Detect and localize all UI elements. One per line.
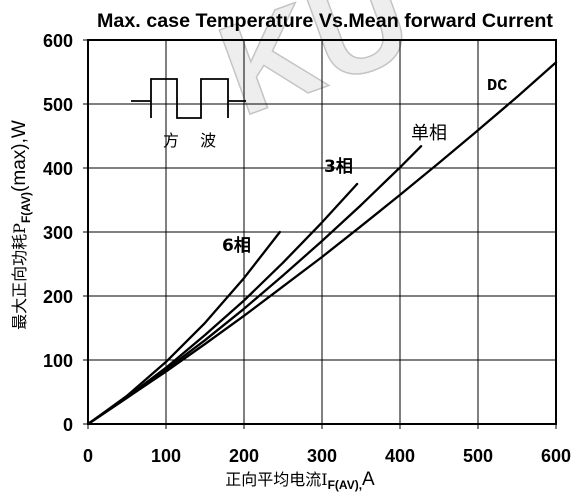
y-tick-label: 200 — [43, 287, 73, 307]
x-axis-label: 正向平均电流IF(AV),A — [225, 469, 375, 492]
chart-title: Max. case Temperature Vs.Mean forward Cu… — [97, 10, 554, 32]
y-axis-label-subscript: F(AV) — [19, 192, 33, 223]
y-axis-label-text: 最大正向功耗P — [10, 223, 29, 330]
x-tick-label: 600 — [541, 446, 571, 466]
curve-dc — [86, 61, 558, 426]
square-wave-icon — [131, 78, 246, 119]
curve-three-phase — [86, 182, 359, 426]
curve-label-dc: DC — [487, 77, 507, 96]
y-tick-label: 600 — [43, 31, 73, 51]
y-tick-label: 300 — [43, 223, 73, 243]
waveform-inset: 方 波 — [131, 78, 246, 150]
curve-six-phase — [86, 230, 282, 426]
y-tick-label: 400 — [43, 159, 73, 179]
y-tick-label: 0 — [63, 415, 73, 435]
y-tick-label: 100 — [43, 351, 73, 371]
x-tick-label: 0 — [83, 446, 93, 466]
y-tick-label: 500 — [43, 95, 73, 115]
y-axis-label-unit: (max),W — [9, 120, 30, 192]
x-axis-label-subscript: F(AV), — [328, 478, 362, 492]
x-tick-label: 200 — [229, 446, 259, 466]
x-axis-label-text: 正向平均电流I — [225, 470, 327, 489]
x-tick-label: 300 — [307, 446, 337, 466]
x-tick-label: 100 — [151, 446, 181, 466]
curve-label-three-phase: 3相 — [324, 156, 353, 177]
y-axis-label: 最大正向功耗PF(AV)(max),W — [9, 120, 33, 330]
plot-frame — [87, 39, 557, 425]
tick-labels: 0 100 200 300 400 500 600 0 100 200 300 400 500 600 — [43, 31, 571, 466]
series-layer — [86, 61, 558, 426]
curve-label-six-phase: 6相 — [222, 235, 251, 256]
curve-label-single-phase: 单相 — [411, 123, 447, 144]
x-tick-label: 500 — [463, 446, 493, 466]
inset-label: 方 波 — [163, 131, 224, 150]
x-axis-label-unit: A — [362, 469, 375, 490]
x-tick-label: 400 — [385, 446, 415, 466]
